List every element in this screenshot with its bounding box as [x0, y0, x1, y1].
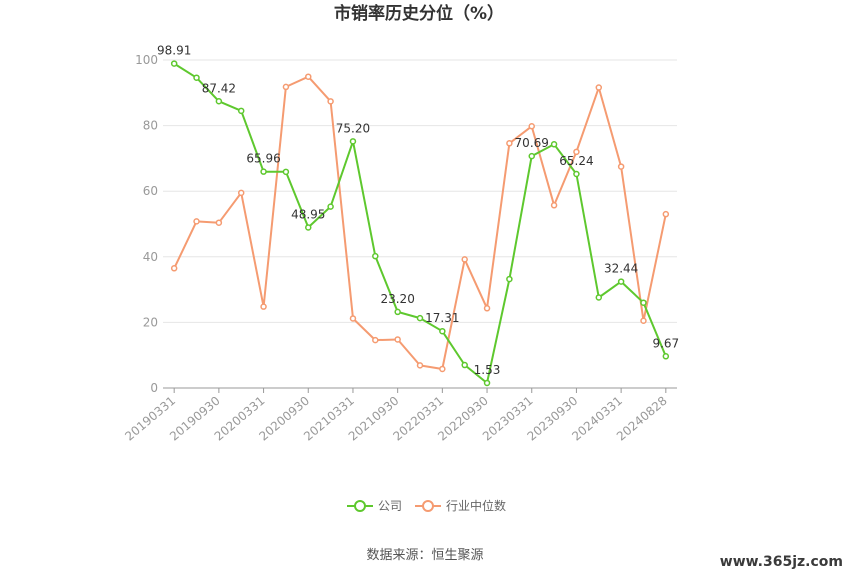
- series-layer: [170, 60, 670, 387]
- data-point[interactable]: [617, 163, 625, 170]
- data-point[interactable]: [305, 73, 312, 80]
- data-point[interactable]: [439, 365, 446, 373]
- data-point[interactable]: [372, 336, 379, 344]
- data-point[interactable]: [305, 224, 312, 231]
- data-label: 23.20: [380, 292, 414, 306]
- data-point[interactable]: [506, 140, 513, 147]
- data-point[interactable]: [215, 98, 223, 105]
- legend-label: 公司: [378, 499, 402, 513]
- watermark: www.365jz.com: [720, 554, 843, 570]
- data-point[interactable]: [237, 189, 245, 197]
- data-label: 75.20: [336, 121, 370, 135]
- data-label: 98.91: [157, 44, 191, 58]
- data-label: 9.67: [652, 336, 679, 350]
- data-point[interactable]: [260, 168, 267, 175]
- data-point[interactable]: [170, 265, 178, 272]
- data-label: 1.53: [474, 363, 501, 377]
- data-point[interactable]: [662, 210, 670, 218]
- data-point[interactable]: [349, 315, 357, 322]
- data-label: 32.44: [604, 262, 638, 276]
- data-point[interactable]: [483, 305, 491, 312]
- data-point[interactable]: [573, 148, 580, 156]
- chart-title: 市销率历史分位（%）: [334, 3, 504, 24]
- source-text: 数据来源：恒生聚源: [366, 548, 483, 563]
- data-label: 65.24: [559, 154, 593, 168]
- data-label: 65.96: [246, 152, 280, 166]
- data-label: 48.95: [291, 207, 325, 221]
- data-labels: 98.91 87.42 65.96 48.95 75.20 23.20 17.31 1.53 7…: [157, 44, 679, 377]
- y-tick-label: 80: [143, 119, 158, 133]
- data-point[interactable]: [327, 203, 334, 210]
- data-point[interactable]: [439, 327, 446, 335]
- data-point[interactable]: [461, 361, 468, 369]
- y-tick-label: 20: [143, 315, 158, 329]
- data-point[interactable]: [550, 202, 558, 209]
- data-point[interactable]: [461, 256, 468, 263]
- y-tick-label: 40: [143, 250, 158, 264]
- y-tick-label: 0: [150, 381, 158, 395]
- data-point[interactable]: [640, 299, 647, 306]
- legend[interactable]: 公司 行业中位数: [347, 498, 506, 513]
- data-point[interactable]: [282, 168, 290, 176]
- data-point[interactable]: [550, 141, 558, 148]
- data-point[interactable]: [215, 219, 223, 226]
- y-tick-label: 60: [143, 184, 158, 198]
- data-point[interactable]: [327, 98, 334, 105]
- legend-item-1[interactable]: 行业中位数: [415, 498, 506, 513]
- data-point[interactable]: [170, 60, 178, 67]
- data-point[interactable]: [528, 123, 535, 130]
- data-point[interactable]: [372, 252, 379, 260]
- data-point[interactable]: [416, 314, 424, 322]
- data-point[interactable]: [506, 275, 513, 283]
- data-point[interactable]: [394, 336, 401, 343]
- data-label: 87.42: [202, 81, 236, 95]
- data-label: 17.31: [425, 311, 459, 325]
- data-point[interactable]: [617, 278, 625, 285]
- legend-swatch-marker: [354, 500, 366, 512]
- data-point[interactable]: [662, 353, 670, 360]
- series-line-1: [173, 75, 667, 370]
- y-axis: 0 20 40 60 80 100: [135, 53, 158, 395]
- legend-swatch-marker: [422, 500, 434, 512]
- legend-item-0[interactable]: 公司: [347, 499, 402, 513]
- data-point[interactable]: [528, 152, 535, 160]
- data-point[interactable]: [193, 74, 200, 81]
- data-point[interactable]: [282, 83, 290, 91]
- data-point[interactable]: [595, 84, 603, 91]
- data-point[interactable]: [573, 170, 580, 178]
- data-point[interactable]: [595, 294, 603, 301]
- data-point[interactable]: [640, 317, 647, 325]
- data-point[interactable]: [237, 107, 245, 115]
- y-tick-label: 100: [135, 53, 158, 67]
- data-point[interactable]: [193, 218, 200, 225]
- data-point[interactable]: [483, 379, 491, 387]
- data-point[interactable]: [349, 138, 357, 145]
- data-point[interactable]: [416, 362, 424, 369]
- data-point[interactable]: [394, 308, 401, 316]
- data-label: 70.69: [515, 136, 549, 150]
- x-axis: 2019033120190930202003312020093020210331…: [122, 387, 677, 444]
- legend-label: 行业中位数: [446, 498, 506, 513]
- data-point[interactable]: [260, 303, 267, 310]
